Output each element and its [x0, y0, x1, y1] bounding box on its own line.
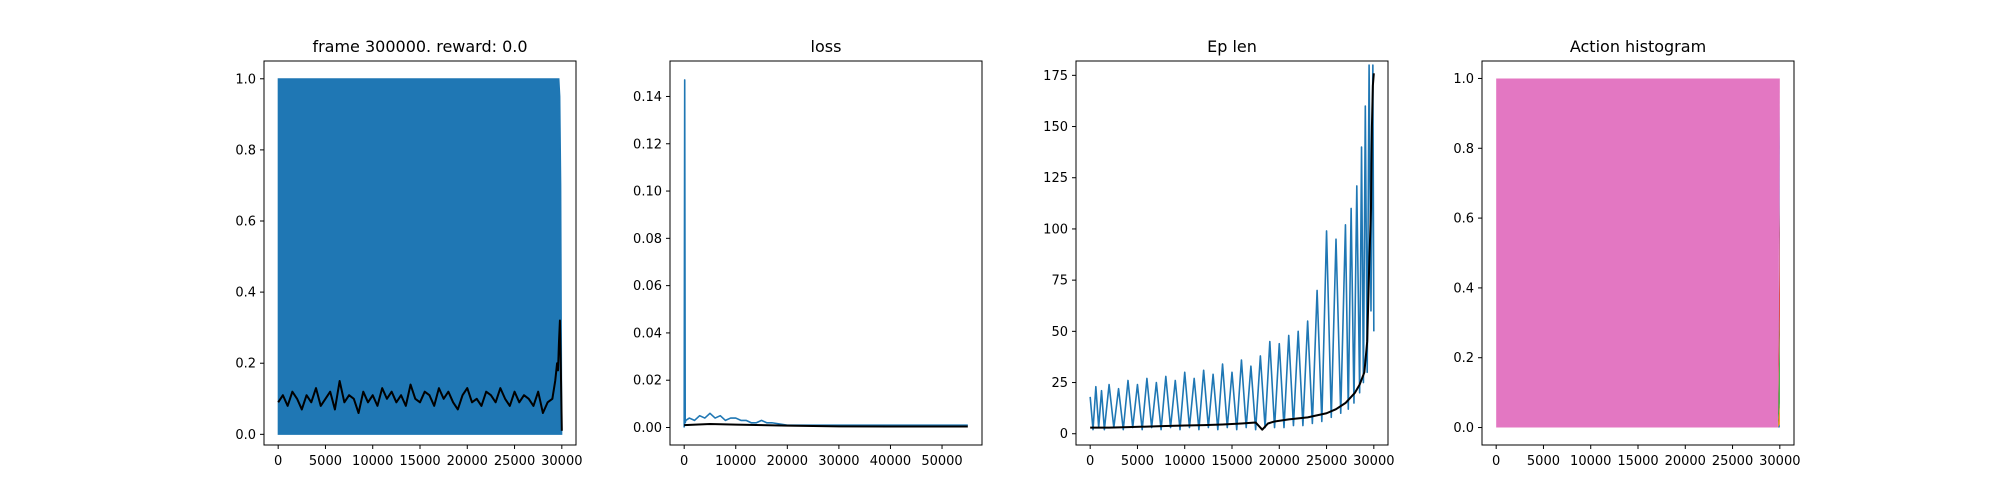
y-tick-label: 1.0 [1453, 72, 1474, 87]
x-tick-label: 20000 [447, 454, 488, 469]
y-tick-label: 0.6 [1453, 212, 1474, 227]
x-tick-label: 0 [1492, 454, 1500, 469]
axes-frame-loss [669, 60, 983, 446]
y-tick-label: 0.08 [633, 232, 662, 247]
x-tick-label: 10000 [715, 454, 756, 469]
x-tick-label: 10000 [1570, 454, 1611, 469]
x-tick-label: 20000 [767, 454, 808, 469]
y-tick-label: 0.8 [1453, 142, 1474, 157]
plot-area-reward [277, 78, 563, 435]
x-tick-label: 5000 [309, 454, 342, 469]
y-tick-label: 0.0 [1453, 421, 1474, 436]
x-tick-label: 15000 [1617, 454, 1658, 469]
y-tick-label: 175 [1043, 69, 1068, 84]
panel-reward-title: frame 300000. reward: 0.0 [312, 37, 527, 56]
hist-area-action-6 [1496, 78, 1780, 428]
x-tick-label: 0 [274, 454, 282, 469]
panel-ep-len-plot: 0 5000 10000 15000 20000 25000 30000 0 25 50 75 100… [1043, 60, 1394, 469]
x-tick-label: 25000 [1712, 454, 1753, 469]
y-tick-label: 50 [1051, 325, 1068, 340]
y-tick-label: 0.8 [235, 143, 256, 158]
x-tick-label: 50000 [921, 454, 962, 469]
x-tick-label: 15000 [399, 454, 440, 469]
panel-ep-len: Ep len 0 5000 10000 15000 20000 25000 30000 0 25… [1043, 37, 1394, 469]
y-tick-label: 0.12 [633, 137, 662, 152]
y-tick-label: 0.04 [633, 326, 662, 341]
y-tick-label: 150 [1043, 120, 1068, 135]
panel-ep-len-title: Ep len [1207, 37, 1257, 56]
panel-action-histogram-title: Action histogram [1570, 37, 1706, 56]
x-tick-label: 25000 [494, 454, 535, 469]
y-tick-label: 75 [1051, 274, 1068, 289]
y-tick-label: 125 [1043, 171, 1068, 186]
panel-action-histogram-plot: 0 5000 10000 15000 20000 25000 30000 0.0 0.2 0.4 0… [1453, 60, 1800, 469]
series-smooth-line [684, 422, 968, 428]
y-tick-label: 100 [1043, 222, 1068, 237]
x-tick-label: 5000 [1527, 454, 1560, 469]
x-tick-label: 40000 [870, 454, 911, 469]
x-tick-label: 0 [1086, 454, 1094, 469]
x-tick-label: 30000 [541, 454, 582, 469]
plot-area-action-histogram [1496, 78, 1780, 428]
y-tick-label: 0.2 [1453, 351, 1474, 366]
series-raw-band [277, 78, 563, 435]
plot-area-ep-len [1089, 64, 1375, 431]
y-tick-label: 0.6 [235, 215, 256, 230]
series-raw-line [683, 79, 968, 428]
x-tick-label: 20000 [1665, 454, 1706, 469]
series-raw-line [1089, 64, 1375, 431]
panel-reward-plot: 0 5000 10000 15000 20000 25000 30000 0.0 0.2 0.4 0… [235, 60, 582, 469]
y-tick-label: 0.06 [633, 279, 662, 294]
panel-loss-plot: 0 10000 20000 30000 40000 50000 0.00 0.02 0.04 0.… [633, 60, 983, 469]
x-tick-label: 30000 [818, 454, 859, 469]
series-smooth-line [277, 319, 563, 431]
x-tick-label: 15000 [1211, 454, 1252, 469]
y-tick-label: 0.14 [633, 90, 662, 105]
x-tick-label: 20000 [1259, 454, 1300, 469]
panel-reward: frame 300000. reward: 0.0 0 5000 10000 1500… [235, 37, 582, 469]
y-tick-label: 0.02 [633, 374, 662, 389]
y-tick-label: 1.0 [235, 72, 256, 87]
x-tick-label: 10000 [1164, 454, 1205, 469]
panel-loss-title: loss [811, 37, 842, 56]
x-tick-label: 30000 [1759, 454, 1800, 469]
y-tick-label: 0.4 [1453, 281, 1474, 296]
y-tick-label: 0.00 [633, 421, 662, 436]
y-tick-label: 0 [1060, 427, 1068, 442]
plot-area-loss [683, 79, 968, 428]
x-tick-label: 30000 [1353, 454, 1394, 469]
x-tick-label: 0 [680, 454, 688, 469]
y-tick-label: 0.2 [235, 357, 256, 372]
panel-loss: loss 0 10000 20000 30000 40000 500000.000.020… [633, 37, 983, 469]
panel-action-histogram: Action histogram 0 5000 10000 15000 20000 250… [1453, 37, 1800, 469]
x-tick-label: 10000 [352, 454, 393, 469]
y-tick-label: 0.0 [235, 428, 256, 443]
x-tick-label: 5000 [1121, 454, 1154, 469]
y-tick-label: 0.10 [633, 185, 662, 200]
x-tick-label: 25000 [1306, 454, 1347, 469]
y-tick-label: 0.4 [235, 286, 256, 301]
series-smooth-line [1090, 73, 1375, 431]
y-tick-label: 25 [1051, 376, 1068, 391]
